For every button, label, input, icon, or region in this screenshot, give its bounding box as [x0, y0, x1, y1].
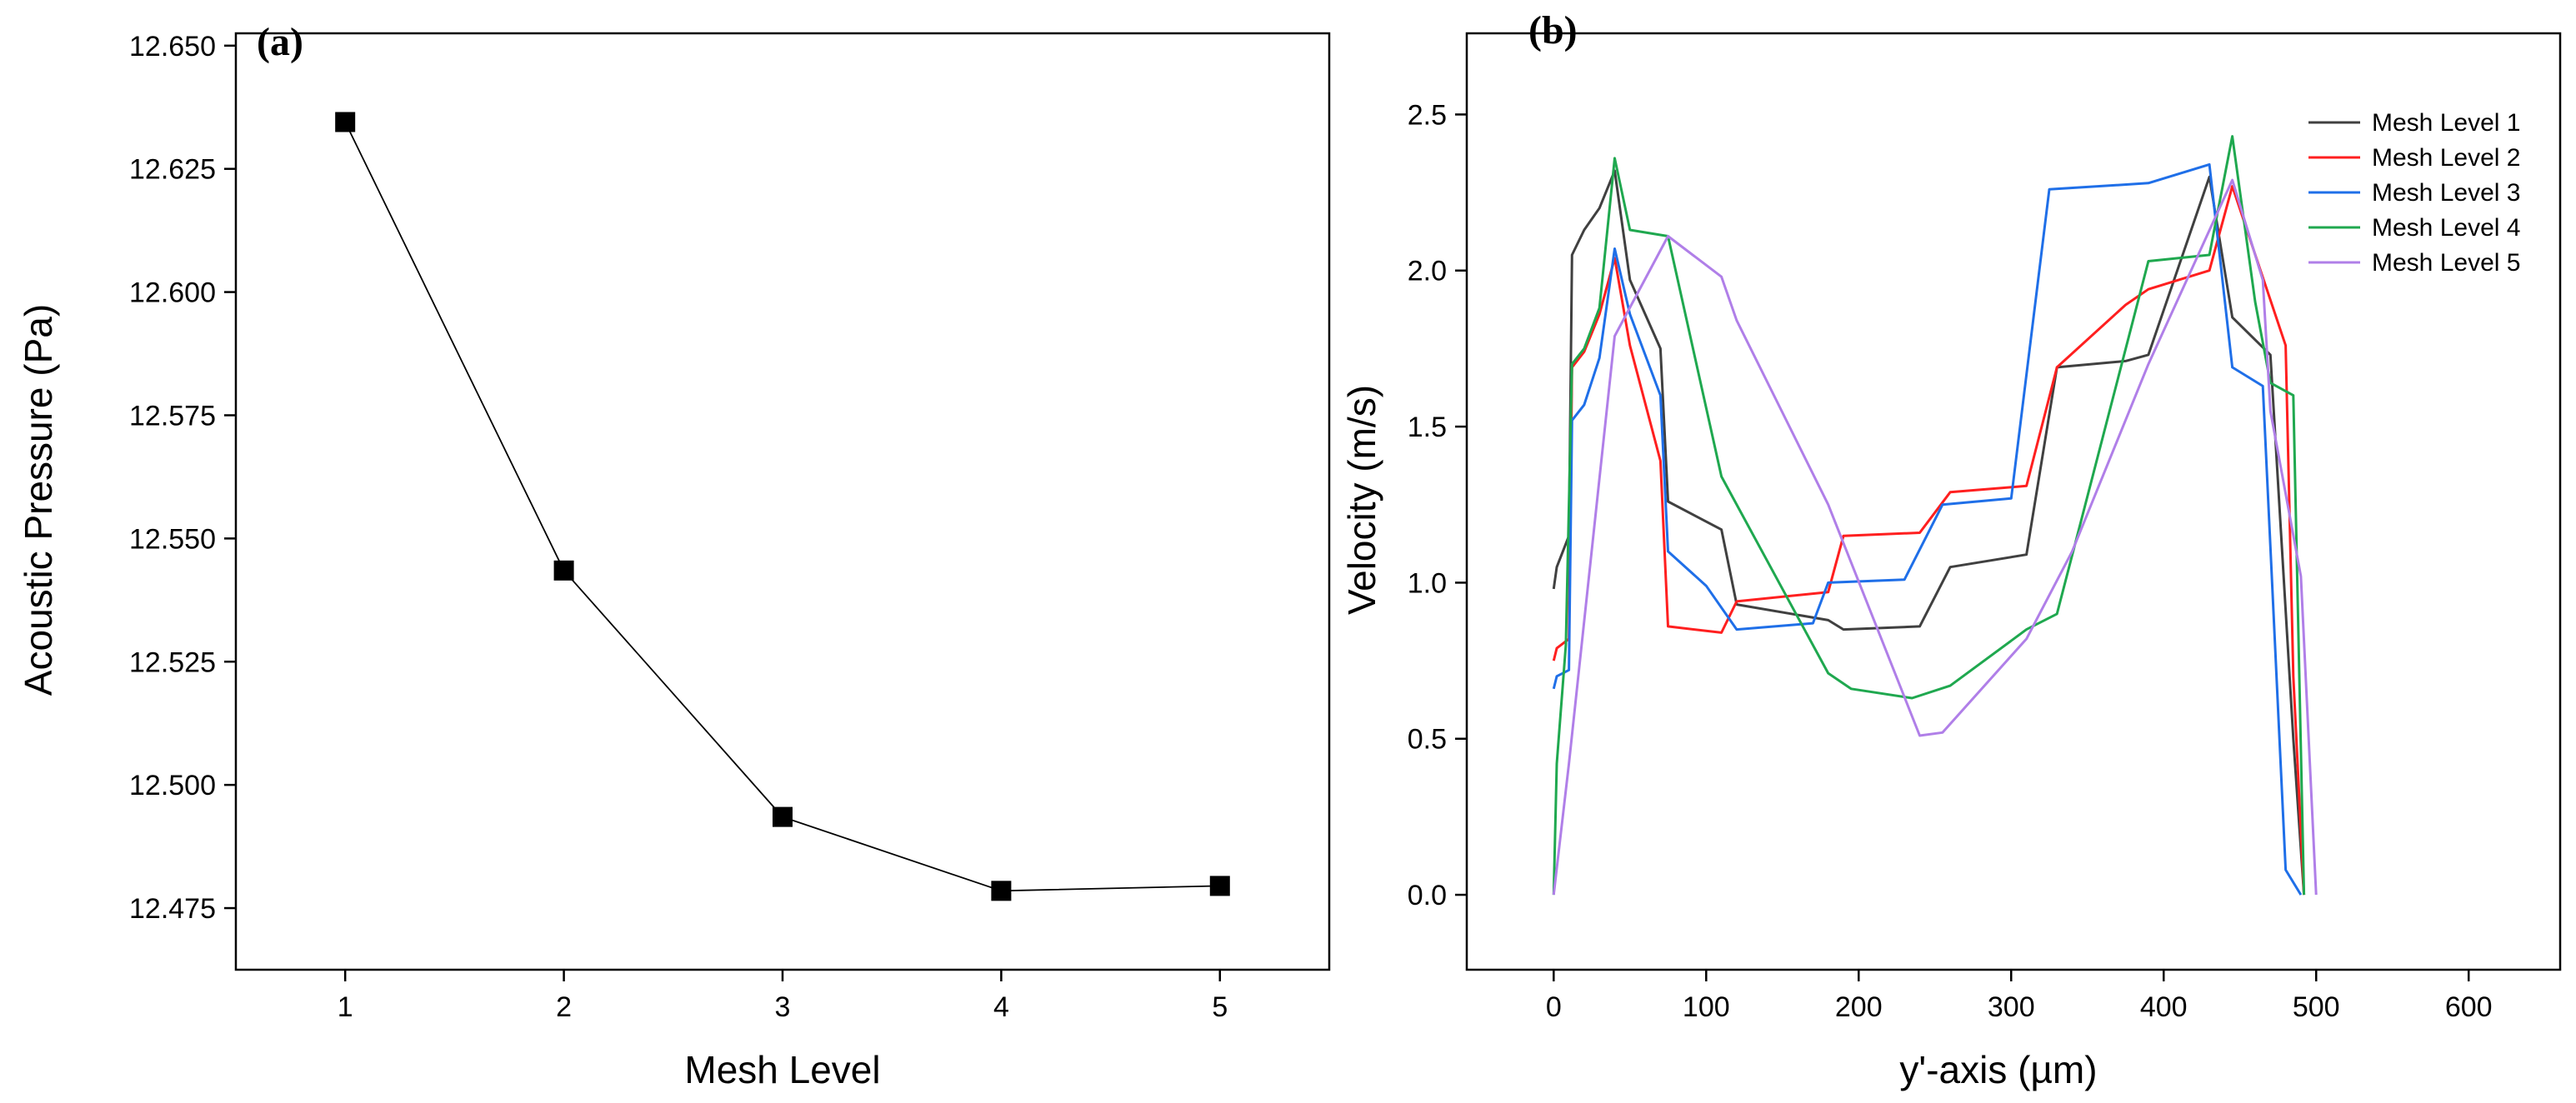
panel-a-data-point [1209, 876, 1230, 896]
panel-a-y-axis-title: Acoustic Pressure (Pa) [17, 304, 60, 696]
panel-a-y-tick-label: 12.650 [129, 31, 216, 62]
panel-b-label: (b) [1528, 8, 1578, 52]
panel-b-x-tick-label: 600 [2445, 991, 2493, 1023]
panel-a-data-point [773, 806, 793, 827]
panel-b-y-tick-label: 1.5 [1408, 412, 1447, 443]
panel-b-y-tick-label: 1.0 [1408, 567, 1447, 599]
panel-a-x-tick-label: 2 [556, 991, 572, 1023]
panel-a-x-tick-label: 5 [1212, 991, 1228, 1023]
panel-a-y-tick-label: 12.550 [129, 523, 216, 555]
panel-a-ticks: 1 2 3 4 5 12.475 12.500 12.525 12.550 12.575 12.60… [129, 31, 1228, 1023]
panel-a-label: (a) [257, 20, 303, 64]
panel-a-plot-frame [234, 32, 1331, 971]
panel-b-series-line-5 [1552, 178, 2318, 896]
legend-label-5: Mesh Level 5 [2372, 249, 2520, 277]
panel-a-y-tick-label: 12.475 [129, 893, 216, 925]
panel-b-y-axis-title: Velocity (m/s) [1340, 385, 1383, 615]
panel-a-x-tick-label: 1 [338, 991, 353, 1023]
panel-b-series-line-2 [1552, 185, 2306, 896]
legend-label-4: Mesh Level 4 [2372, 214, 2520, 242]
panel-a-y-tick-label: 12.575 [129, 400, 216, 432]
panel-b-y-tick-label: 0.5 [1408, 724, 1447, 756]
panel-b: (b) 0 100 200 300 400 500 600 0.0 0.5 1.0 1.5 2.0 2.… [1340, 8, 2562, 1091]
panel-b-series [1552, 135, 2318, 896]
panel-b-legend: Mesh Level 1 Mesh Level 2 Mesh Level 3 Mesh… [2308, 109, 2520, 277]
panel-b-series-line-3 [1552, 162, 2303, 896]
panel-b-series-line-1 [1552, 169, 2306, 896]
panel-a-x-tick-label: 4 [993, 991, 1009, 1023]
panel-a-series [335, 112, 1230, 901]
panel-b-series-line-4 [1552, 135, 2306, 896]
panel-b-x-axis-title: y'-axis (µm) [1899, 1048, 2097, 1091]
panel-b-x-tick-label: 500 [2293, 991, 2340, 1023]
panel-b-y-tick-label: 2.5 [1408, 99, 1447, 131]
panel-a-y-tick-label: 12.525 [129, 646, 216, 678]
panel-a-data-point [335, 112, 356, 132]
panel-b-plot-frame [1465, 32, 2562, 971]
panel-a-y-tick-label: 12.500 [129, 770, 216, 801]
panel-a-data-point [553, 560, 574, 581]
panel-b-ticks: 0 100 200 300 400 500 600 0.0 0.5 1.0 1.5 2.0 2.5 [1408, 99, 2493, 1023]
panel-a-y-tick-label: 12.600 [129, 277, 216, 309]
panel-b-x-tick-label: 400 [2140, 991, 2188, 1023]
panel-b-x-tick-label: 200 [1835, 991, 1883, 1023]
panel-b-x-tick-label: 300 [1988, 991, 2035, 1023]
legend-label-1: Mesh Level 1 [2372, 109, 2520, 137]
legend-label-3: Mesh Level 3 [2372, 179, 2520, 207]
panel-a-series-line-1 [344, 122, 1220, 892]
panel-b-x-tick-label: 100 [1683, 991, 1730, 1023]
panel-b-x-tick-label: 0 [1546, 991, 1562, 1023]
panel-a-y-tick-label: 12.625 [129, 154, 216, 186]
panel-a-x-tick-label: 3 [775, 991, 791, 1023]
panel-b-y-tick-label: 2.0 [1408, 256, 1447, 287]
panel-a-x-axis-title: Mesh Level [684, 1048, 880, 1091]
legend-label-2: Mesh Level 2 [2372, 144, 2520, 172]
panel-b-y-tick-label: 0.0 [1408, 880, 1447, 911]
panel-a-data-point [991, 881, 1012, 901]
panel-a: (a) 1 2 3 4 512.47512.50012.52512.55012.5751… [17, 20, 1331, 1091]
